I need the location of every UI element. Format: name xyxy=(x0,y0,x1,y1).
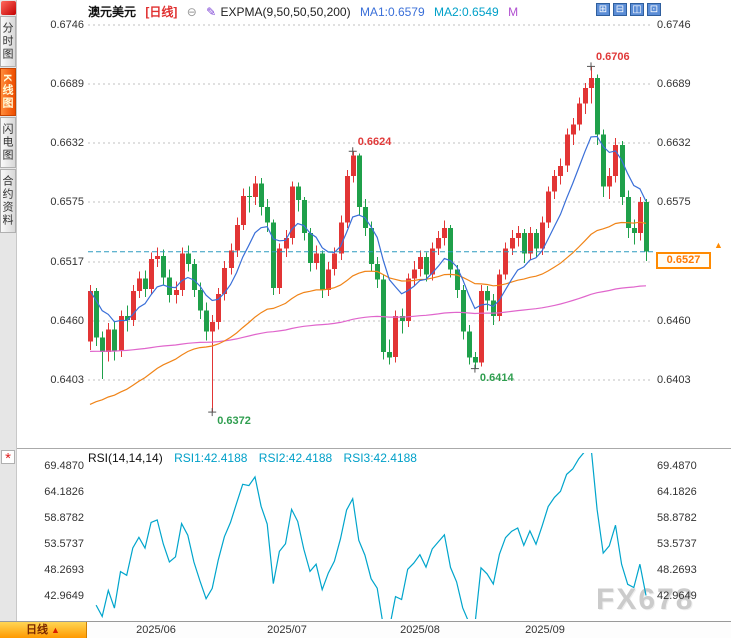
price-axis-label-left: 0.6689 xyxy=(50,78,84,90)
rsi-axis-label-left: 42.9649 xyxy=(44,590,84,602)
ma1-value: MA1:0.6579 xyxy=(359,5,425,19)
rsi-header: RSI(14,14,14) RSI1:42.4188 RSI2:42.4188 … xyxy=(88,451,425,465)
layout-single-pane-icon[interactable]: ⊡ xyxy=(647,3,661,16)
sidebar-tab-flash-chart[interactable]: 闪电图 xyxy=(0,116,16,168)
ma3-value: M xyxy=(508,5,519,19)
layout-toolbar: ⊞ ⊟ ◫ ⊡ xyxy=(596,3,661,16)
rsi1-value: RSI1:42.4188 xyxy=(174,451,248,465)
sidebar-tab-contract-info[interactable]: 合约资料 xyxy=(0,168,16,233)
annotation-swing-high: 0.6624 xyxy=(357,136,392,149)
price-axis-label-right: 0.6460 xyxy=(657,315,691,327)
x-axis-label: 2025/09 xyxy=(525,624,565,636)
period-tab-arrow-icon: ▲ xyxy=(51,625,60,635)
price-axis-label-left: 0.6575 xyxy=(50,196,84,208)
rsi-axis-label-right: 42.9649 xyxy=(657,590,697,602)
rsi-axis-label-right: 53.5737 xyxy=(657,538,697,550)
rsi-axis-label-right: 69.4870 xyxy=(657,460,697,472)
rsi-axis-label-right: 64.1826 xyxy=(657,486,697,498)
price-axis-label-left: 0.6517 xyxy=(50,256,84,268)
rsi2-value: RSI2:42.4188 xyxy=(258,451,333,465)
rsi-axis-label-left: 64.1826 xyxy=(44,486,84,498)
rsi-axis-label-right: 58.8782 xyxy=(657,512,697,524)
x-axis-label: 2025/06 xyxy=(136,624,176,636)
rsi-axis-label-left: 48.2693 xyxy=(44,564,84,576)
price-axis-label-right: 0.6746 xyxy=(657,19,691,31)
price-axis-label-left: 0.6632 xyxy=(50,137,84,149)
ma2-value: MA2:0.6549 xyxy=(434,5,499,19)
rsi-axis-label-left: 53.5737 xyxy=(44,538,84,550)
price-axis-label-left: 0.6460 xyxy=(50,315,84,327)
price-axis-label-right: 0.6575 xyxy=(657,196,691,208)
app-logo-icon[interactable] xyxy=(1,1,16,15)
x-axis-label: 2025/07 xyxy=(267,624,307,636)
layout-grid-icon[interactable]: ⊞ xyxy=(596,3,610,16)
bottom-bar: 日线 ▲ 2025/06 2025/07 2025/08 2025/09 xyxy=(0,621,731,638)
sidebar-tab-time-chart[interactable]: 分时图 xyxy=(0,16,16,67)
period-label: [日线] xyxy=(145,5,178,19)
sidebar: 分时图 K线图 闪电图 合约资料 xyxy=(0,0,17,622)
price-direction-arrow: ▲ xyxy=(714,240,723,250)
x-axis-label: 2025/08 xyxy=(400,624,440,636)
price-axis-label-right: 0.6403 xyxy=(657,374,691,386)
layout-split-horizontal-icon[interactable]: ⊟ xyxy=(613,3,627,16)
rsi-axis-label-right: 48.2693 xyxy=(657,564,697,576)
rsi-axis-label-left: 58.8782 xyxy=(44,512,84,524)
chart-header: 澳元美元 [日线] ⊖ ✎ EXPMA(9,50,50,50,200) MA1:… xyxy=(88,3,524,20)
rsi3-value: RSI3:42.4188 xyxy=(343,451,417,465)
sidebar-tab-kline-chart[interactable]: K线图 xyxy=(0,68,16,116)
annotation-swing-low: 0.6414 xyxy=(479,371,514,384)
price-axis-label-left: 0.6403 xyxy=(50,374,84,386)
current-price-badge: 0.6527 xyxy=(656,252,711,269)
price-axis-label-left: 0.6746 xyxy=(50,19,84,31)
price-axis-label-right: 0.6689 xyxy=(657,78,691,90)
layout-split-vertical-icon[interactable]: ◫ xyxy=(630,3,644,16)
annotation-high: 0.6706 xyxy=(596,51,630,64)
collapse-indicator-icon[interactable]: ⊖ xyxy=(186,5,197,19)
price-axis-label-right: 0.6632 xyxy=(657,137,691,149)
indicator-settings-icon[interactable]: * xyxy=(1,450,15,466)
period-tab-daily[interactable]: 日线 ▲ xyxy=(0,622,87,638)
edit-indicator-icon[interactable]: ✎ xyxy=(206,5,217,19)
period-tab-label: 日线 xyxy=(26,624,49,636)
rsi-axis-label-left: 69.4870 xyxy=(44,460,84,472)
rsi-title: RSI(14,14,14) xyxy=(88,451,163,465)
indicator-name: EXPMA(9,50,50,50,200) xyxy=(220,5,351,19)
annotation-low: 0.6372 xyxy=(217,415,251,428)
symbol-name: 澳元美元 xyxy=(88,5,137,19)
